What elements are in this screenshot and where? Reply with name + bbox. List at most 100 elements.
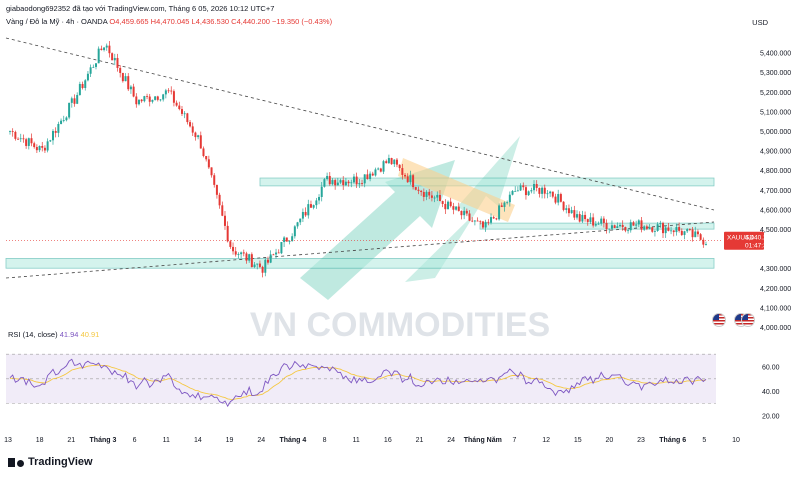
candle-body — [401, 168, 404, 175]
candle-body — [232, 246, 235, 252]
candle-body — [374, 169, 377, 176]
candle-body — [546, 193, 549, 195]
x-tick-label: Tháng 3 — [90, 437, 117, 444]
candle-body — [447, 201, 450, 210]
candle-body — [444, 203, 447, 210]
candle-body — [533, 184, 536, 191]
candle-body — [452, 206, 455, 210]
candle-body — [465, 210, 468, 214]
candle-body — [60, 120, 63, 124]
candle-body — [554, 196, 557, 203]
x-tick-label: 14 — [194, 437, 202, 444]
candle-body — [608, 228, 611, 230]
candle-body — [119, 67, 122, 73]
candle-body — [430, 195, 433, 198]
candle-body — [350, 182, 353, 184]
candle-body — [629, 222, 632, 231]
candle-body — [33, 143, 36, 148]
candle-body — [584, 214, 587, 220]
candle-body — [586, 219, 589, 222]
candle-body — [640, 220, 643, 230]
candle-body — [484, 221, 487, 228]
candle-body — [175, 102, 178, 106]
candle-body — [283, 237, 286, 243]
us-flag-icon[interactable] — [712, 313, 726, 327]
us-flag-icon[interactable] — [741, 313, 755, 327]
price-tag-symbol: XAUUSD — [727, 235, 754, 242]
candle-body — [645, 226, 648, 229]
candle-body — [261, 266, 264, 273]
candle-body — [38, 146, 41, 151]
y-tick-label: 4,800.000 — [760, 168, 791, 175]
rsi-line — [9, 358, 707, 408]
candle-body — [307, 204, 310, 216]
candle-body — [516, 190, 519, 192]
x-tick-label: 15 — [574, 437, 582, 444]
support-zone — [479, 222, 715, 230]
tradingview-brand[interactable]: TradingView — [8, 456, 93, 468]
support-trendline — [5, 221, 715, 279]
resistance-trendline — [5, 37, 715, 211]
candle-body — [148, 96, 151, 102]
y-tick-label: 4,700.000 — [760, 188, 791, 195]
candle-body — [30, 138, 33, 144]
support-zone — [259, 177, 715, 187]
candle-body — [154, 96, 157, 100]
candle-body — [436, 194, 439, 198]
rsi-title: RSI (14, close) — [8, 330, 58, 339]
candle-body — [530, 190, 533, 192]
candle-body — [86, 73, 89, 81]
candle-body — [605, 222, 608, 230]
price-tag-value: 4,440.200 — [745, 235, 774, 242]
candle-body — [438, 194, 441, 202]
candle-body — [635, 224, 638, 226]
candle-body — [481, 221, 484, 228]
candles — [9, 40, 707, 278]
x-tick-label: 13 — [4, 437, 12, 444]
y-tick-label: 5,100.000 — [760, 109, 791, 116]
candle-body — [336, 182, 339, 186]
rsi-ma-line — [9, 364, 707, 400]
candle-body — [498, 205, 501, 220]
candle-body — [285, 237, 288, 242]
candle-body — [352, 176, 355, 183]
candle-body — [226, 225, 229, 242]
candle-body — [186, 113, 189, 123]
candle-body — [377, 168, 380, 170]
candle-body — [656, 224, 659, 231]
candle-body — [691, 229, 694, 238]
ohlc-values: O4,459.665 H4,470.045 L4,436.530 C4,440.… — [109, 17, 333, 26]
candle-body — [369, 173, 372, 180]
candle-body — [428, 191, 431, 196]
candle-body — [455, 206, 458, 210]
candle-body — [197, 135, 200, 138]
x-tick-label: Tháng 6 — [659, 437, 686, 444]
candle-body — [347, 181, 350, 184]
candle-body — [92, 66, 95, 68]
candle-body — [180, 109, 183, 114]
candle-body — [223, 215, 226, 226]
y-tick-label: 4,000.000 — [760, 325, 791, 332]
candle-body — [393, 159, 396, 165]
candle-body — [331, 180, 334, 185]
candle-body — [592, 217, 595, 226]
candle-body — [132, 86, 135, 97]
candle-body — [648, 227, 651, 229]
candle-body — [395, 159, 398, 165]
candle-body — [269, 254, 272, 263]
candle-body — [441, 201, 444, 204]
candle-body — [632, 222, 635, 226]
candle-body — [199, 135, 202, 149]
candle-body — [460, 210, 463, 216]
candle-body — [406, 176, 409, 183]
candle-body — [672, 230, 675, 233]
candle-body — [414, 187, 417, 190]
candle-body — [344, 181, 347, 186]
candle-body — [664, 227, 667, 234]
candle-body — [576, 214, 579, 218]
x-tick-label: 21 — [416, 437, 424, 444]
candle-body — [468, 213, 471, 221]
candle-body — [492, 217, 495, 219]
candle-body — [35, 147, 38, 151]
